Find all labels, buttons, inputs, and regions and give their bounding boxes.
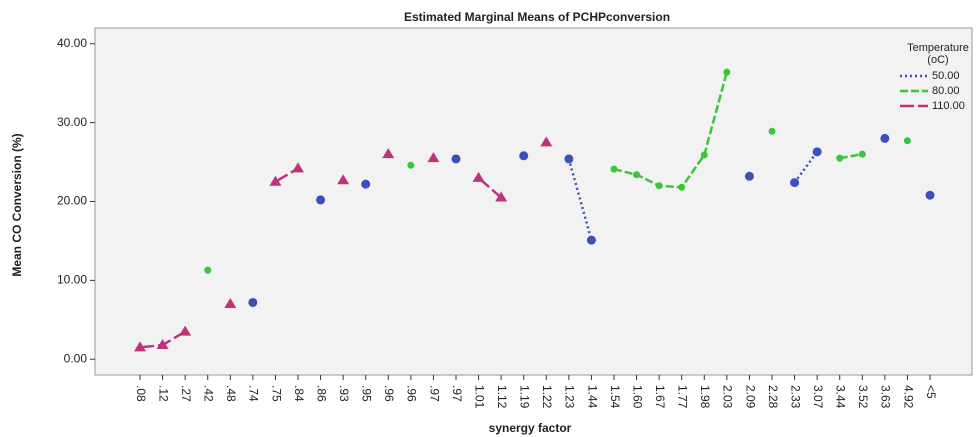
marker [925, 190, 935, 200]
x-tick-label: 1.23 [563, 385, 577, 409]
marker [790, 178, 800, 188]
x-tick-label: .84 [292, 385, 306, 402]
marker [610, 165, 618, 173]
x-tick-label: 2.09 [743, 385, 757, 409]
marker [451, 154, 461, 164]
x-tick-label: 1.12 [495, 385, 509, 409]
y-tick-label: 10.00 [57, 273, 87, 287]
x-tick-label: .97 [450, 385, 464, 402]
marker [382, 148, 395, 159]
x-tick-label: 1.44 [585, 385, 599, 409]
marker [903, 137, 911, 145]
marker [678, 183, 686, 191]
x-tick-label: <5 [924, 385, 938, 399]
marker [633, 171, 641, 179]
marker [880, 133, 890, 143]
x-tick-label: 1.54 [608, 385, 622, 409]
x-tick-label: .27 [179, 385, 193, 402]
x-tick-label: .42 [202, 385, 216, 402]
x-tick-label: .86 [314, 385, 328, 402]
legend-title: (oC) [927, 54, 948, 66]
marker [564, 154, 574, 164]
x-tick-label: 1.77 [676, 385, 690, 409]
x-tick-label: 1.22 [540, 385, 554, 409]
marker [337, 174, 350, 185]
plot-area [94, 27, 973, 376]
marker [472, 171, 485, 182]
marker [248, 297, 258, 307]
marker [768, 127, 776, 135]
x-tick-label: 2.03 [721, 385, 735, 409]
marker [836, 154, 844, 162]
x-axis-title: synergy factor [489, 421, 572, 435]
marker [812, 147, 822, 157]
y-axis-title: Mean CO Conversion (%) [10, 133, 24, 276]
marker [427, 152, 440, 163]
x-tick-label: .12 [156, 385, 170, 402]
legend-title: Temperature [907, 42, 969, 54]
marker [540, 136, 553, 147]
x-tick-label: 2.33 [788, 385, 802, 409]
x-tick-label: 1.19 [518, 385, 532, 409]
x-tick-label: .74 [247, 385, 261, 402]
x-tick-label: .08 [134, 385, 148, 402]
y-tick-label: 40.00 [57, 36, 87, 50]
marker [361, 179, 371, 189]
x-tick-label: 1.01 [472, 385, 486, 409]
marker [858, 150, 866, 158]
marker [723, 68, 731, 76]
marker [744, 171, 754, 181]
marker [655, 182, 663, 190]
marker [586, 235, 596, 245]
marker [179, 325, 192, 336]
marker [519, 151, 529, 161]
marker [224, 298, 237, 309]
x-tick-label: .96 [405, 385, 419, 402]
x-tick-label: .97 [427, 385, 441, 402]
marker [700, 151, 708, 159]
legend-label: 80.00 [932, 85, 960, 97]
x-tick-label: 3.44 [834, 385, 848, 409]
x-tick-label: .93 [337, 385, 351, 402]
marker [156, 339, 169, 350]
x-tick-label: 3.07 [811, 385, 825, 409]
marker [316, 195, 326, 205]
x-tick-label: .48 [224, 385, 238, 402]
legend-label: 110.00 [932, 100, 965, 112]
chart-title: Estimated Marginal Means of PCHPconversi… [404, 10, 670, 24]
x-tick-label: 3.52 [856, 385, 870, 409]
x-tick-label: .96 [382, 385, 396, 402]
marker [204, 266, 212, 274]
marker [495, 191, 508, 202]
x-tick-label: 4.92 [901, 385, 915, 409]
y-tick-label: 30.00 [57, 115, 87, 129]
legend-label: 50.00 [932, 70, 960, 82]
y-tick-label: 0.00 [64, 351, 88, 365]
x-tick-label: .75 [269, 385, 283, 402]
marker [134, 341, 146, 352]
x-tick-label: 1.60 [630, 385, 644, 409]
x-tick-label: 2.28 [766, 385, 780, 409]
marker [407, 161, 415, 169]
x-tick-label: 1.67 [653, 385, 667, 409]
x-tick-label: 3.63 [879, 385, 893, 409]
x-tick-label: .95 [360, 385, 374, 402]
marker [292, 162, 304, 173]
marker [269, 175, 282, 186]
x-tick-label: 1.98 [698, 385, 712, 409]
y-tick-label: 20.00 [57, 194, 87, 208]
